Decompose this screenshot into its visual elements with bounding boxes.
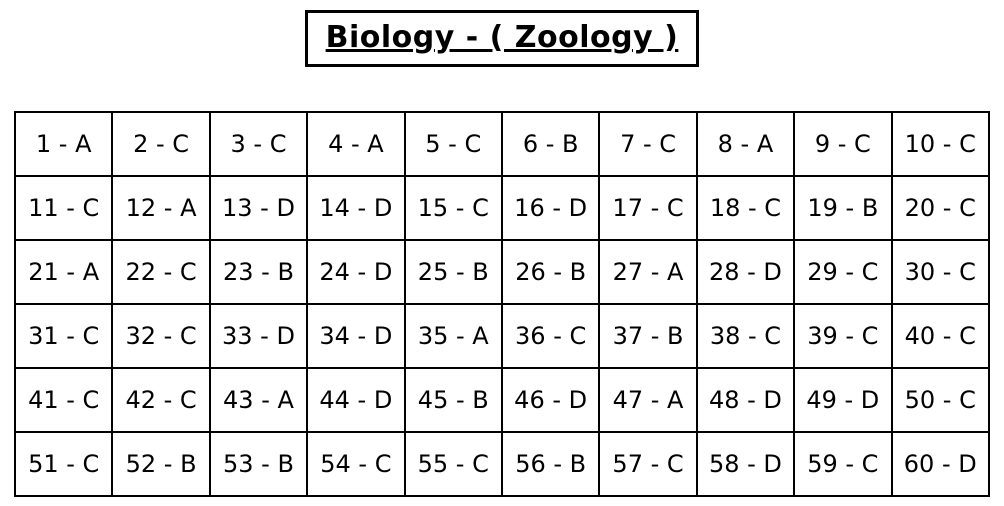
answer-cell-24: 24 - D <box>306 239 406 305</box>
answer-cell-7: 7 - C <box>598 111 698 177</box>
answer-cell-32: 32 - C <box>111 303 211 369</box>
answer-cell-59: 59 - C <box>793 431 893 497</box>
answer-cell-19: 19 - B <box>793 175 893 241</box>
answer-cell-29: 29 - C <box>793 239 893 305</box>
answer-cell-53: 53 - B <box>208 431 309 497</box>
answer-cell-39: 39 - C <box>793 303 893 369</box>
answer-row-3: 21 - A 22 - C 23 - B 24 - D 25 - B 26 - B 27 -… <box>13 239 991 305</box>
answer-cell-5: 5 - C <box>403 111 503 177</box>
answer-cell-41: 41 - C <box>13 367 114 433</box>
answer-row-5: 41 - C 42 - C 43 - A 44 - D 45 - B 46 - D 47 -… <box>13 367 991 433</box>
answer-cell-27: 27 - A <box>598 239 698 305</box>
answer-cell-17: 17 - C <box>598 175 698 241</box>
answer-cell-49: 49 - D <box>793 367 893 433</box>
answer-cell-50: 50 - C <box>890 367 991 433</box>
answer-cell-58: 58 - D <box>695 431 796 497</box>
answer-cell-22: 22 - C <box>111 239 211 305</box>
answer-cell-36: 36 - C <box>500 303 601 369</box>
answer-cell-11: 11 - C <box>13 175 114 241</box>
answer-cell-25: 25 - B <box>403 239 503 305</box>
answer-cell-43: 43 - A <box>208 367 309 433</box>
answer-cell-6: 6 - B <box>500 111 601 177</box>
answer-cell-45: 45 - B <box>403 367 503 433</box>
answer-cell-54: 54 - C <box>306 431 406 497</box>
answer-cell-33: 33 - D <box>208 303 309 369</box>
answer-cell-26: 26 - B <box>500 239 601 305</box>
answer-cell-21: 21 - A <box>13 239 114 305</box>
answer-cell-51: 51 - C <box>13 431 114 497</box>
answer-cell-28: 28 - D <box>695 239 796 305</box>
answer-cell-38: 38 - C <box>695 303 796 369</box>
answer-cell-9: 9 - C <box>793 111 893 177</box>
answer-cell-8: 8 - A <box>695 111 796 177</box>
answer-cell-14: 14 - D <box>306 175 406 241</box>
answer-cell-2: 2 - C <box>111 111 211 177</box>
answer-cell-52: 52 - B <box>111 431 211 497</box>
answer-cell-20: 20 - C <box>890 175 991 241</box>
answer-row-6: 51 - C 52 - B 53 - B 54 - C 55 - C 56 - B 57 -… <box>13 431 991 497</box>
answer-cell-1: 1 - A <box>13 111 114 177</box>
answer-cell-12: 12 - A <box>111 175 211 241</box>
page-title-box: Biology - ( Zoology ) <box>304 10 700 67</box>
answer-cell-4: 4 - A <box>306 111 406 177</box>
answer-cell-23: 23 - B <box>208 239 309 305</box>
answer-cell-18: 18 - C <box>695 175 796 241</box>
answer-cell-48: 48 - D <box>695 367 796 433</box>
answer-cell-42: 42 - C <box>111 367 211 433</box>
answer-row-4: 31 - C 32 - C 33 - D 34 - D 35 - A 36 - C 37 -… <box>13 303 991 369</box>
answer-row-2: 11 - C 12 - A 13 - D 14 - D 15 - C 16 - D 17 -… <box>13 175 991 241</box>
answer-cell-40: 40 - C <box>890 303 991 369</box>
answer-cell-31: 31 - C <box>13 303 114 369</box>
answer-cell-37: 37 - B <box>598 303 698 369</box>
answer-cell-13: 13 - D <box>208 175 309 241</box>
answer-cell-30: 30 - C <box>890 239 991 305</box>
answer-cell-16: 16 - D <box>500 175 601 241</box>
title-section: Biology - ( Zoology ) <box>0 0 1004 67</box>
answer-cell-44: 44 - D <box>306 367 406 433</box>
answer-cell-10: 10 - C <box>890 111 991 177</box>
answer-cell-57: 57 - C <box>598 431 698 497</box>
answer-cell-46: 46 - D <box>500 367 601 433</box>
answer-cell-47: 47 - A <box>598 367 698 433</box>
answer-cell-34: 34 - D <box>306 303 406 369</box>
answer-cell-56: 56 - B <box>500 431 601 497</box>
answer-cell-3: 3 - C <box>208 111 309 177</box>
answer-cell-55: 55 - C <box>403 431 503 497</box>
page-title: Biology - ( Zoology ) <box>325 20 679 55</box>
answer-cell-15: 15 - C <box>403 175 503 241</box>
answer-cell-60: 60 - D <box>890 431 991 497</box>
answer-cell-35: 35 - A <box>403 303 503 369</box>
